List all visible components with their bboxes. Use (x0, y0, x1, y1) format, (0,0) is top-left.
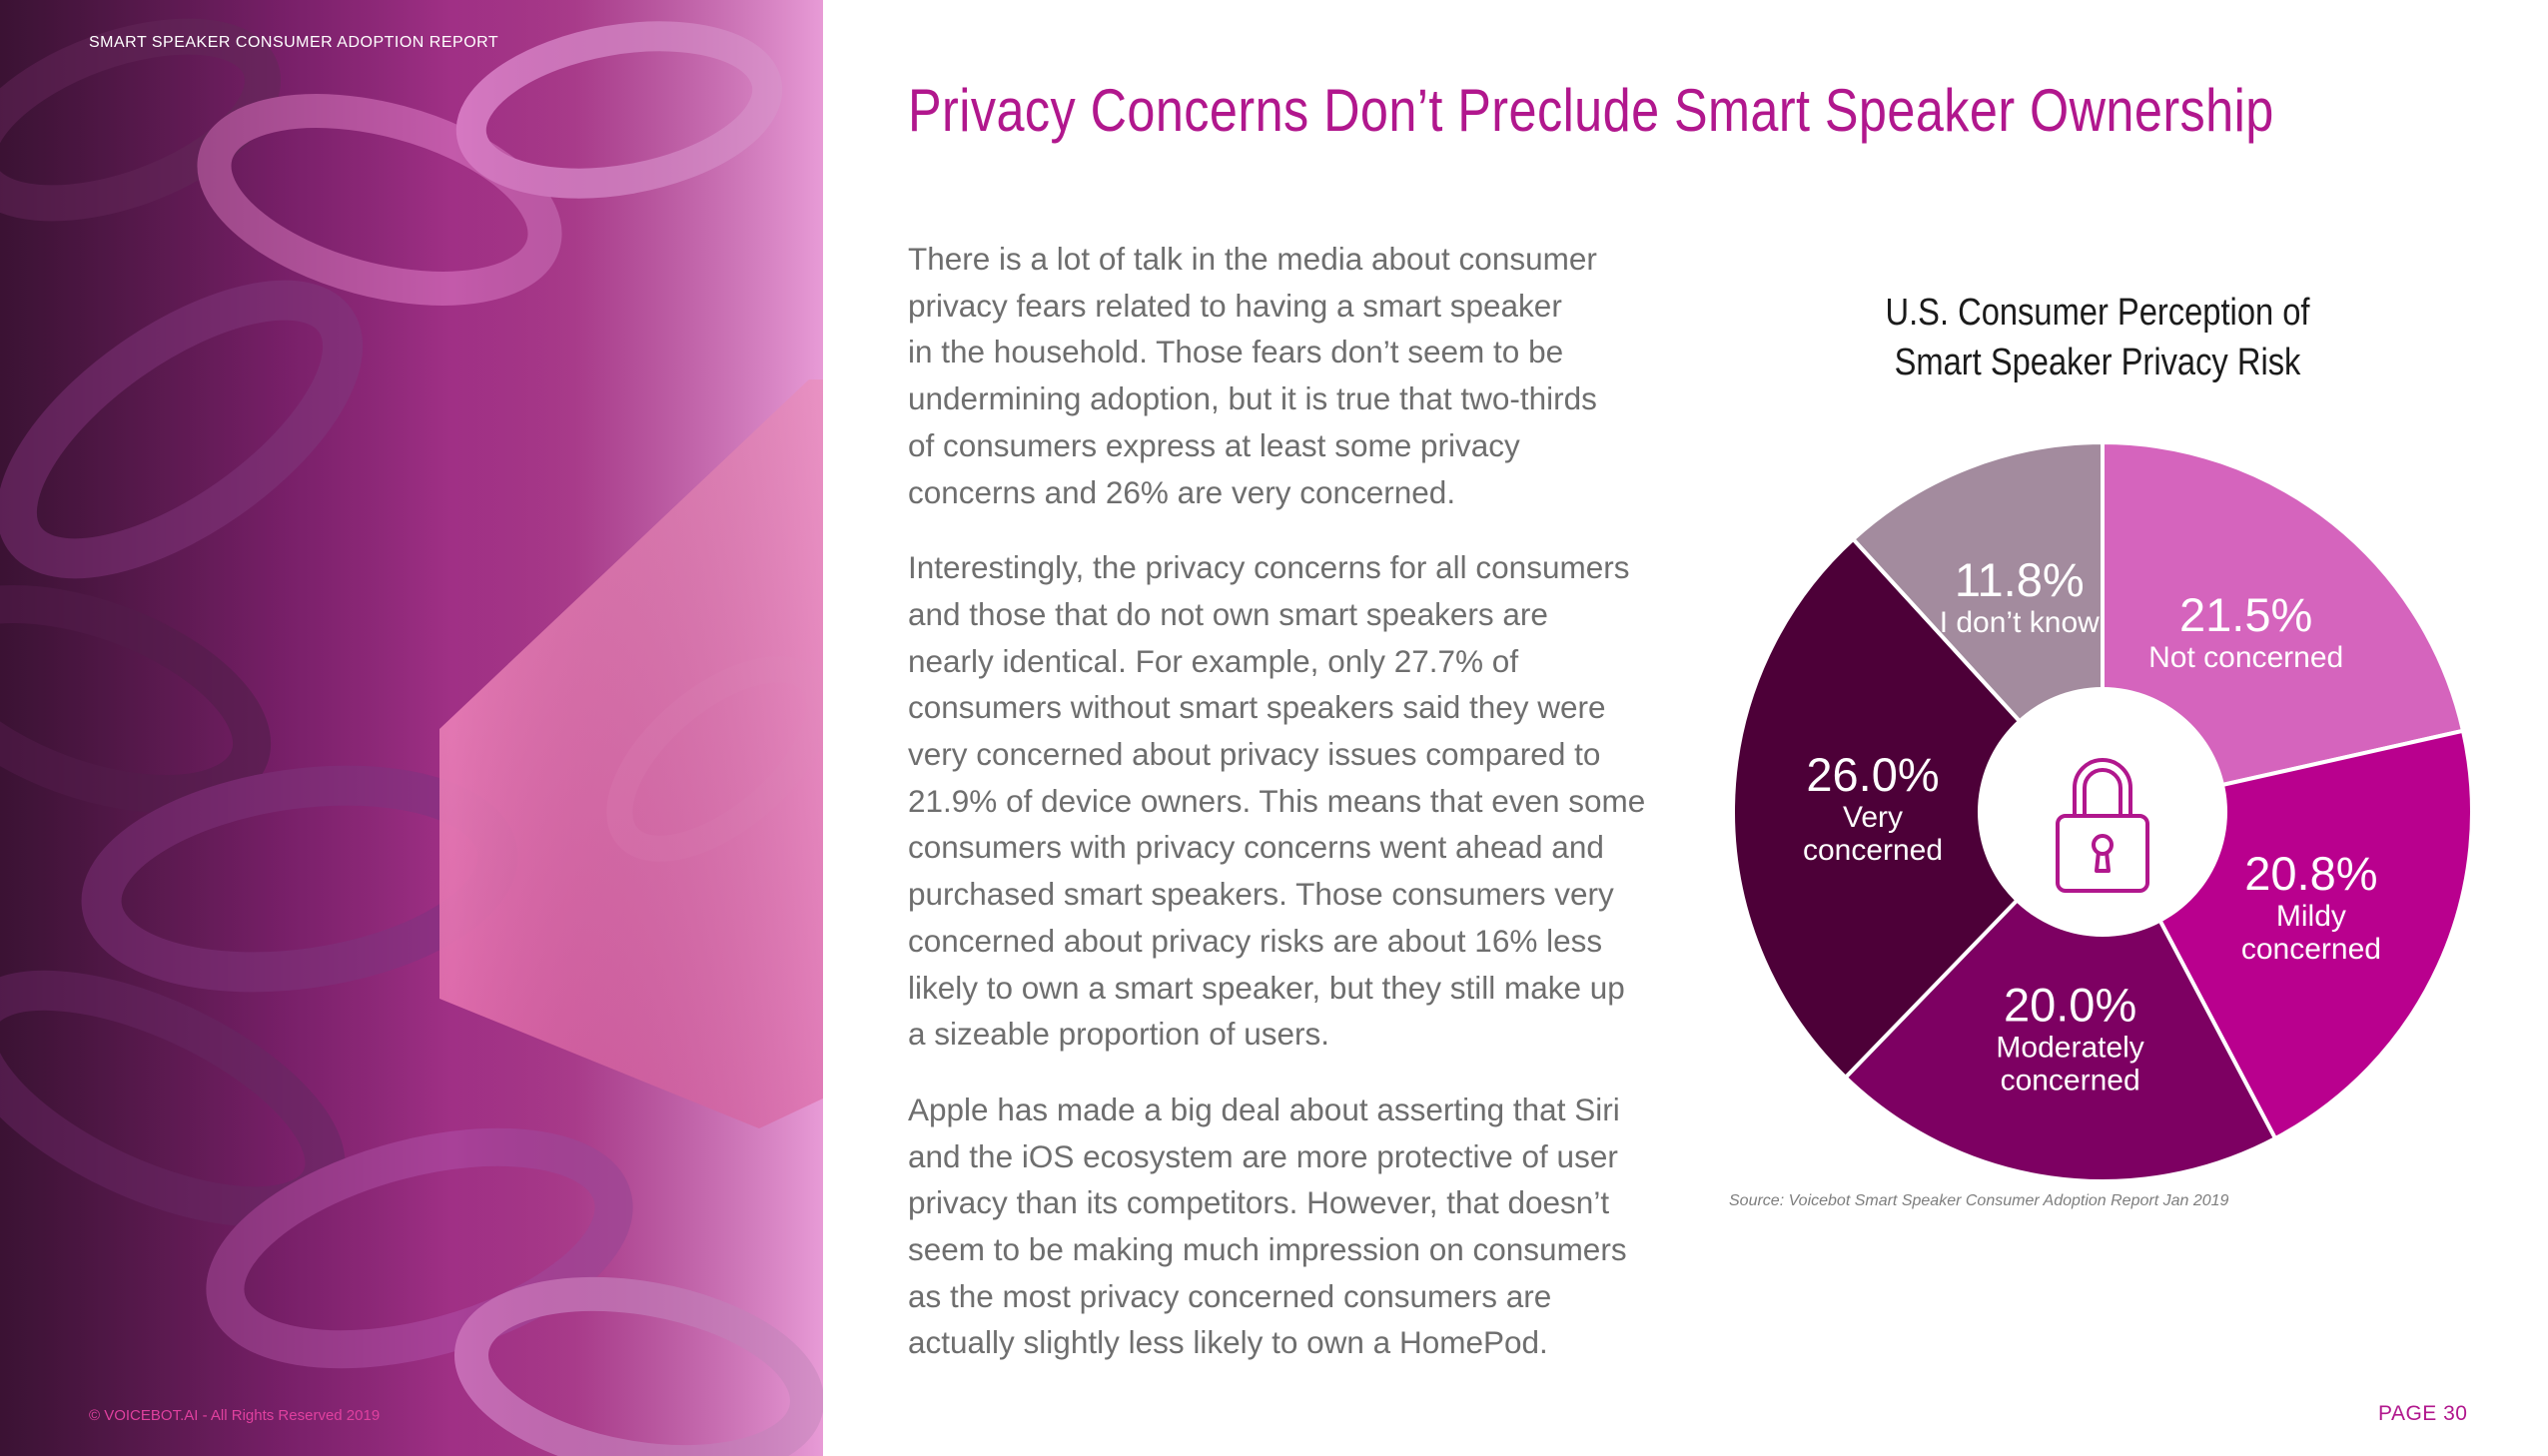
slice-percent-label: 20.0% (2004, 979, 2136, 1032)
paragraph-line: seem to be making much impression on con… (908, 1231, 1627, 1268)
paragraph-2: Interestingly, the privacy concerns for … (908, 544, 1647, 1058)
slice-percent-label: 11.8% (1955, 553, 2085, 606)
privacy-risk-pie-chart: 21.5%Not concerned20.8%Mildyconcerned20.… (1731, 439, 2474, 1183)
pie-slice-3 (1731, 536, 2106, 1081)
paragraph-line: privacy fears related to having a smart … (908, 287, 1562, 324)
slice-percent-label: 20.8% (2244, 847, 2377, 900)
paragraph-line: privacy than its competitors. However, t… (908, 1184, 1610, 1221)
paragraph-line: Interestingly, the privacy concerns for … (908, 549, 1630, 586)
paragraph-line: as the most privacy concerned consumers … (908, 1277, 1552, 1314)
slice-category-label: Moderately (1996, 1032, 2143, 1065)
slice-percent-label: 21.5% (2179, 588, 2312, 641)
page-title: Privacy Concerns Don’t Preclude Smart Sp… (908, 77, 2274, 144)
slice-category-label: concerned (2241, 933, 2381, 966)
slice-category-label: concerned (1803, 834, 1943, 867)
paragraph-line: of consumers express at least some priva… (908, 426, 1520, 463)
chart-title-line: U.S. Consumer Perception of (1885, 292, 2310, 334)
hero-photo-panel: SMART SPEAKER CONSUMER ADOPTION REPORT ©… (0, 0, 823, 1456)
page-number: PAGE 30 (2378, 1402, 2468, 1425)
paragraph-line: purchased smart speakers. Those consumer… (908, 876, 1614, 913)
paragraph-line: likely to own a smart speaker, but they … (908, 969, 1625, 1006)
paragraph-1: There is a lot of talk in the media abou… (908, 236, 1647, 515)
paragraph-line: 21.9% of device owners. This means that … (908, 782, 1646, 819)
pie-labels: 21.5%Not concerned20.8%Mildyconcerned20.… (1803, 553, 2381, 1097)
chart-source: Source: Voicebot Smart Speaker Consumer … (1729, 1192, 2229, 1209)
slice-percent-label: 26.0% (1806, 748, 1939, 801)
paragraph-line: a sizeable proportion of users. (908, 1016, 1329, 1053)
paragraph-line: Apple has made a big deal about assertin… (908, 1091, 1620, 1127)
body-text: There is a lot of talk in the media abou… (908, 236, 1647, 1395)
slice-category-label: Not concerned (2148, 641, 2343, 674)
chart-title: U.S. Consumer Perception of Smart Speake… (1784, 288, 2411, 387)
paragraph-line: very concerned about privacy issues comp… (908, 736, 1601, 773)
pie-slice-0 (2101, 439, 2466, 815)
paragraph-line: consumers without smart speakers said th… (908, 689, 1606, 726)
paragraph-line: concerns and 26% are very concerned. (908, 473, 1456, 510)
paragraph-line: consumers with privacy concerns went ahe… (908, 829, 1604, 866)
paragraph-line: undermining adoption, but it is true tha… (908, 380, 1597, 417)
paragraph-line: in the household. Those fears don’t seem… (908, 334, 1564, 370)
slice-category-label: Very (1843, 801, 1903, 834)
paragraph-3: Apple has made a big deal about assertin… (908, 1087, 1647, 1366)
paragraph-line: concerned about privacy risks are about … (908, 922, 1603, 959)
paragraph-line: nearly identical. For example, only 27.7… (908, 642, 1519, 679)
paragraph-line: and those that do not own smart speakers… (908, 595, 1548, 632)
paragraph-line: There is a lot of talk in the media abou… (908, 241, 1597, 277)
padlock-icon (2056, 758, 2149, 893)
chain-padlock-photo (0, 0, 823, 1456)
paragraph-line: actually slightly less likely to own a H… (908, 1324, 1548, 1361)
copyright-notice: © VOICEBOT.AI - All Rights Reserved 2019 (89, 1407, 381, 1424)
slice-category-label: concerned (2001, 1065, 2140, 1097)
report-label: SMART SPEAKER CONSUMER ADOPTION REPORT (89, 34, 499, 51)
paragraph-line: and the iOS ecosystem are more protectiv… (908, 1137, 1618, 1174)
pie-center-hole (1978, 687, 2227, 937)
slice-category-label: Mildy (2276, 900, 2346, 933)
chart-title-line: Smart Speaker Privacy Risk (1894, 342, 2301, 383)
pie-slice-2 (1842, 808, 2278, 1183)
slice-category-label: I don’t know (1940, 606, 2100, 639)
